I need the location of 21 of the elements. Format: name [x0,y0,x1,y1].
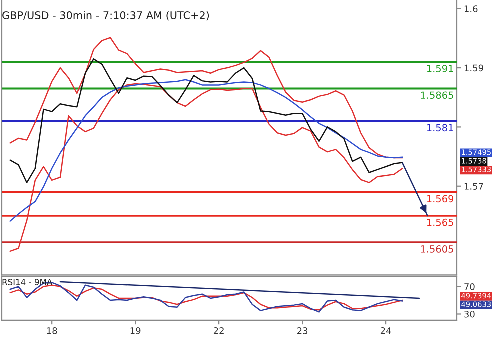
line-series [10,79,404,222]
ref-line-label: 1.565 [427,218,454,226]
x-tick-label: 23 [297,328,308,334]
y-tick-label: 1.57 [464,183,484,190]
x-tick-label: 19 [130,328,141,334]
ref-line-label: 1.5605 [421,246,454,253]
ref-line-label: 1.591 [427,65,454,72]
ref-line-label: 1.5865 [421,92,454,100]
x-tick-label: 18 [47,328,58,334]
ref-line-label: 1.569 [427,195,454,203]
text: GBP/USD - 30min - 7:10:37 AM (UTC+2) [2,11,210,21]
y-tick-label: 30 [464,310,475,318]
x-tick-label: 24 [380,328,392,334]
ref-line-label: 1.581 [427,124,454,132]
line-series [10,83,404,252]
y-tick-label: 1.6 [464,6,478,12]
line-series [10,58,404,184]
y-tick-label: 70 [464,284,475,290]
y-tick-label: 1.59 [464,64,484,72]
x-tick-label: 22 [214,328,224,334]
line-series [10,37,404,159]
